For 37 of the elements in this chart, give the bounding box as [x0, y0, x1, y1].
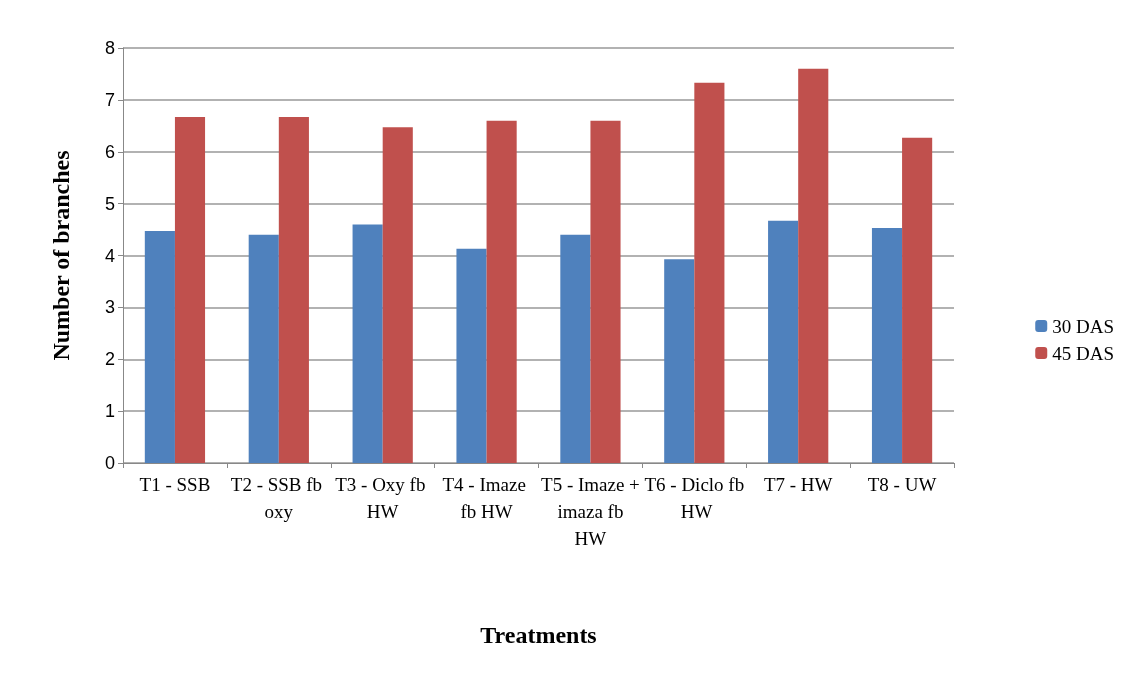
bar	[902, 137, 933, 463]
bar	[486, 120, 517, 463]
bar	[248, 234, 279, 463]
y-tick-label: 2	[104, 349, 115, 370]
bar	[382, 127, 413, 463]
y-tick-label: 0	[104, 453, 115, 473]
bar	[144, 231, 175, 463]
x-tick-label: T3 - Oxy fb HW	[335, 474, 431, 522]
bar	[694, 82, 725, 463]
x-axis-title: Treatments	[480, 622, 597, 648]
x-tick-label: T8 - UW	[867, 474, 937, 495]
bar	[768, 220, 799, 463]
legend-label: 45 DAS	[1052, 342, 1115, 364]
y-tick-label: 4	[104, 245, 115, 266]
y-tick-label: 5	[104, 193, 115, 214]
bar	[352, 224, 383, 463]
bar	[456, 248, 487, 463]
legend-label: 30 DAS	[1052, 315, 1115, 337]
x-tick-label: T7 - HW	[763, 474, 833, 495]
y-axis-title: Number of branches	[48, 150, 74, 361]
bar	[590, 120, 621, 463]
y-tick-label: 1	[104, 401, 115, 422]
bar	[560, 234, 591, 463]
bar	[174, 116, 206, 463]
y-tick-label: 6	[104, 141, 115, 162]
x-tick-label: T4 - Imaze fb HW	[442, 474, 531, 522]
y-tick-label: 3	[104, 297, 115, 318]
bar	[871, 228, 903, 463]
y-tick-label: 7	[104, 89, 115, 110]
x-tick-label: T6 - Diclo fb HW	[644, 474, 745, 522]
bar	[664, 259, 695, 463]
x-tick-label: T1 - SSB	[139, 474, 211, 495]
y-tick-label: 8	[104, 38, 115, 58]
bar	[278, 116, 309, 463]
bar	[798, 68, 829, 463]
x-tick-label: T5 - Imaze + imaza fb HW	[541, 474, 640, 549]
x-tick-label: T2 - SSB fb oxy	[230, 474, 327, 522]
